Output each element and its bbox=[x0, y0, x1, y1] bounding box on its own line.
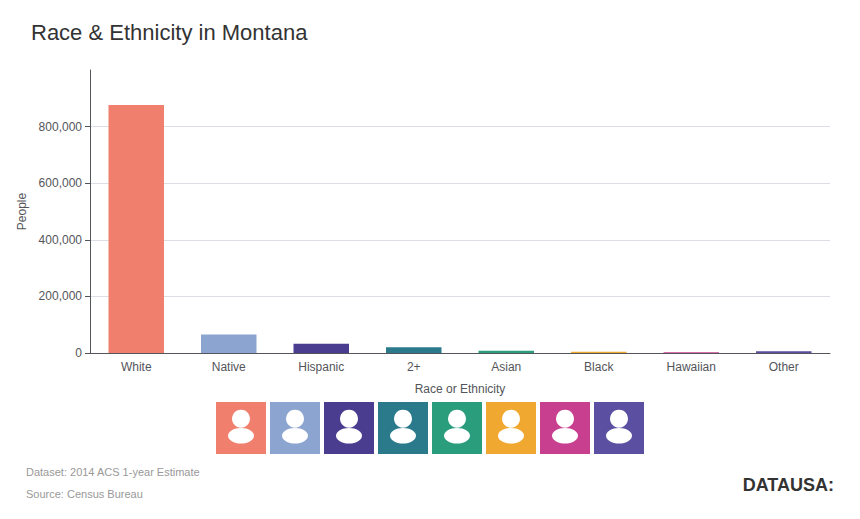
svg-text:Hispanic: Hispanic bbox=[298, 360, 344, 374]
svg-text:0: 0 bbox=[75, 346, 82, 360]
svg-text:White: White bbox=[121, 360, 152, 374]
svg-text:Hawaiian: Hawaiian bbox=[667, 360, 716, 374]
svg-text:400,000: 400,000 bbox=[39, 233, 83, 247]
svg-text:Source: Census Bureau: Source: Census Bureau bbox=[26, 488, 143, 500]
svg-text:200,000: 200,000 bbox=[39, 289, 83, 303]
svg-text:2+: 2+ bbox=[407, 360, 421, 374]
svg-text:Race or Ethnicity: Race or Ethnicity bbox=[415, 382, 506, 396]
svg-text:Dataset: 2014 ACS 1-year Estim: Dataset: 2014 ACS 1-year Estimate bbox=[26, 466, 200, 478]
svg-text:800,000: 800,000 bbox=[39, 120, 83, 134]
svg-text:Race & Ethnicity in Montana: Race & Ethnicity in Montana bbox=[31, 20, 308, 45]
svg-text:People: People bbox=[15, 192, 29, 230]
svg-text:600,000: 600,000 bbox=[39, 176, 83, 190]
svg-text:DATAUSA:: DATAUSA: bbox=[743, 475, 834, 495]
svg-text:Black: Black bbox=[584, 360, 614, 374]
svg-text:Asian: Asian bbox=[491, 360, 521, 374]
svg-text:Native: Native bbox=[212, 360, 246, 374]
svg-text:Other: Other bbox=[769, 360, 799, 374]
